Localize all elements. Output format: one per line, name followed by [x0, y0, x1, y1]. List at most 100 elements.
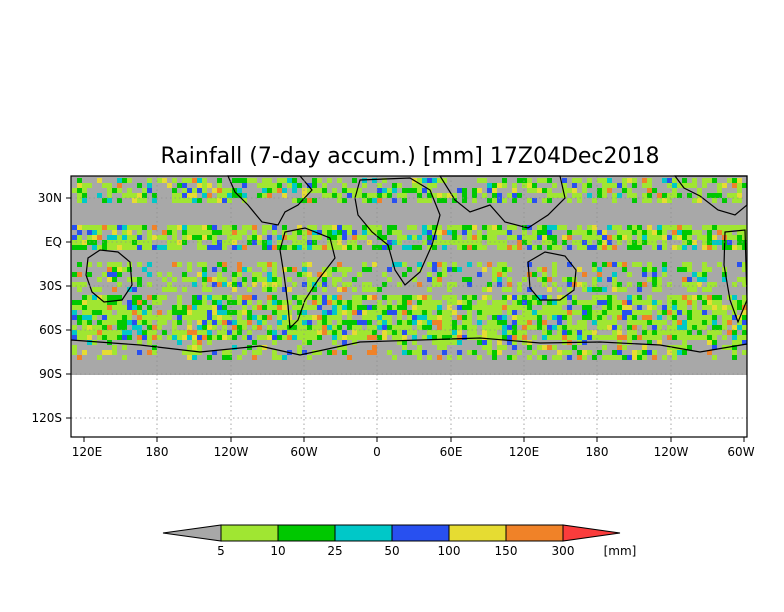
rain-cell: [412, 245, 417, 250]
rain-cell: [352, 300, 357, 305]
rain-cell: [402, 350, 407, 355]
rain-cell: [372, 310, 377, 315]
rain-cell: [552, 245, 557, 250]
rain-cell: [552, 267, 557, 272]
rain-cell: [502, 230, 507, 235]
rain-cell: [332, 267, 337, 272]
rain-cell: [707, 287, 712, 292]
rain-cell: [382, 295, 387, 300]
rain-cell: [662, 320, 667, 325]
rain-cell: [477, 178, 482, 183]
rain-cell: [682, 310, 687, 315]
rain-cell: [687, 235, 692, 240]
rain-cell: [612, 330, 617, 335]
rain-cell: [697, 330, 702, 335]
rain-cell: [482, 310, 487, 315]
colorbar-swatch: [220, 524, 279, 542]
rain-cell: [202, 262, 207, 267]
rain-cell: [727, 315, 732, 320]
rain-cell: [267, 335, 272, 340]
rain-cell: [617, 325, 622, 330]
rain-cell: [467, 325, 472, 330]
rain-cell: [592, 245, 597, 250]
rain-cell: [297, 320, 302, 325]
rain-cell: [192, 300, 197, 305]
rain-cell: [342, 340, 347, 345]
rain-cell: [317, 230, 322, 235]
rain-cell: [492, 198, 497, 203]
colorbar-label: 5: [217, 544, 225, 558]
rain-cell: [392, 183, 397, 188]
rain-cell: [132, 235, 137, 240]
rain-cell: [537, 230, 542, 235]
rain-cell: [307, 230, 312, 235]
rain-cell: [402, 235, 407, 240]
rain-cell: [322, 277, 327, 282]
rain-cell: [182, 335, 187, 340]
rain-cell: [297, 225, 302, 230]
rain-cell: [487, 295, 492, 300]
rain-cell: [722, 198, 727, 203]
rain-cell: [637, 262, 642, 267]
rain-cell: [487, 230, 492, 235]
rain-cell: [482, 300, 487, 305]
rain-cell: [647, 305, 652, 310]
rain-cell: [77, 188, 82, 193]
rain-cell: [397, 305, 402, 310]
rain-cell: [487, 335, 492, 340]
rain-cell: [152, 350, 157, 355]
rain-cell: [592, 225, 597, 230]
rain-cell: [617, 235, 622, 240]
rain-cell: [202, 178, 207, 183]
rain-cell: [77, 193, 82, 198]
rain-cell: [582, 230, 587, 235]
rain-cell: [697, 282, 702, 287]
rain-cell: [292, 305, 297, 310]
rain-cell: [232, 245, 237, 250]
rain-cell: [342, 300, 347, 305]
rain-cell: [722, 277, 727, 282]
rain-cell: [77, 330, 82, 335]
rain-cell: [702, 277, 707, 282]
rain-cell: [257, 350, 262, 355]
rain-cell: [172, 320, 177, 325]
rain-cell: [222, 315, 227, 320]
rain-cell: [102, 245, 107, 250]
rain-cell: [697, 295, 702, 300]
rain-cell: [192, 198, 197, 203]
rain-cell: [432, 305, 437, 310]
rain-cell: [542, 277, 547, 282]
rain-cell: [247, 287, 252, 292]
rain-cell: [572, 330, 577, 335]
rain-cell: [552, 183, 557, 188]
rain-cell: [502, 330, 507, 335]
rain-cell: [622, 310, 627, 315]
rain-cell: [237, 330, 242, 335]
rain-cell: [72, 245, 77, 250]
rain-cell: [732, 300, 737, 305]
rain-cell: [202, 287, 207, 292]
rain-cell: [117, 305, 122, 310]
rain-cell: [417, 315, 422, 320]
rain-cell: [337, 325, 342, 330]
rain-cell: [692, 320, 697, 325]
rain-cell: [292, 235, 297, 240]
rain-cell: [557, 300, 562, 305]
rain-cell: [127, 320, 132, 325]
rain-cell: [642, 350, 647, 355]
rain-cell: [677, 267, 682, 272]
rain-cell: [297, 198, 302, 203]
rain-cell: [692, 310, 697, 315]
rain-cell: [687, 345, 692, 350]
rain-cell: [517, 305, 522, 310]
rain-cell: [487, 325, 492, 330]
rain-cell: [72, 300, 77, 305]
rain-cell: [182, 330, 187, 335]
rain-cell: [437, 315, 442, 320]
rain-cell: [272, 295, 277, 300]
rain-cell: [342, 345, 347, 350]
rain-cell: [742, 240, 747, 245]
rain-cell: [277, 300, 282, 305]
rain-cell: [362, 262, 367, 267]
rain-cell: [182, 315, 187, 320]
